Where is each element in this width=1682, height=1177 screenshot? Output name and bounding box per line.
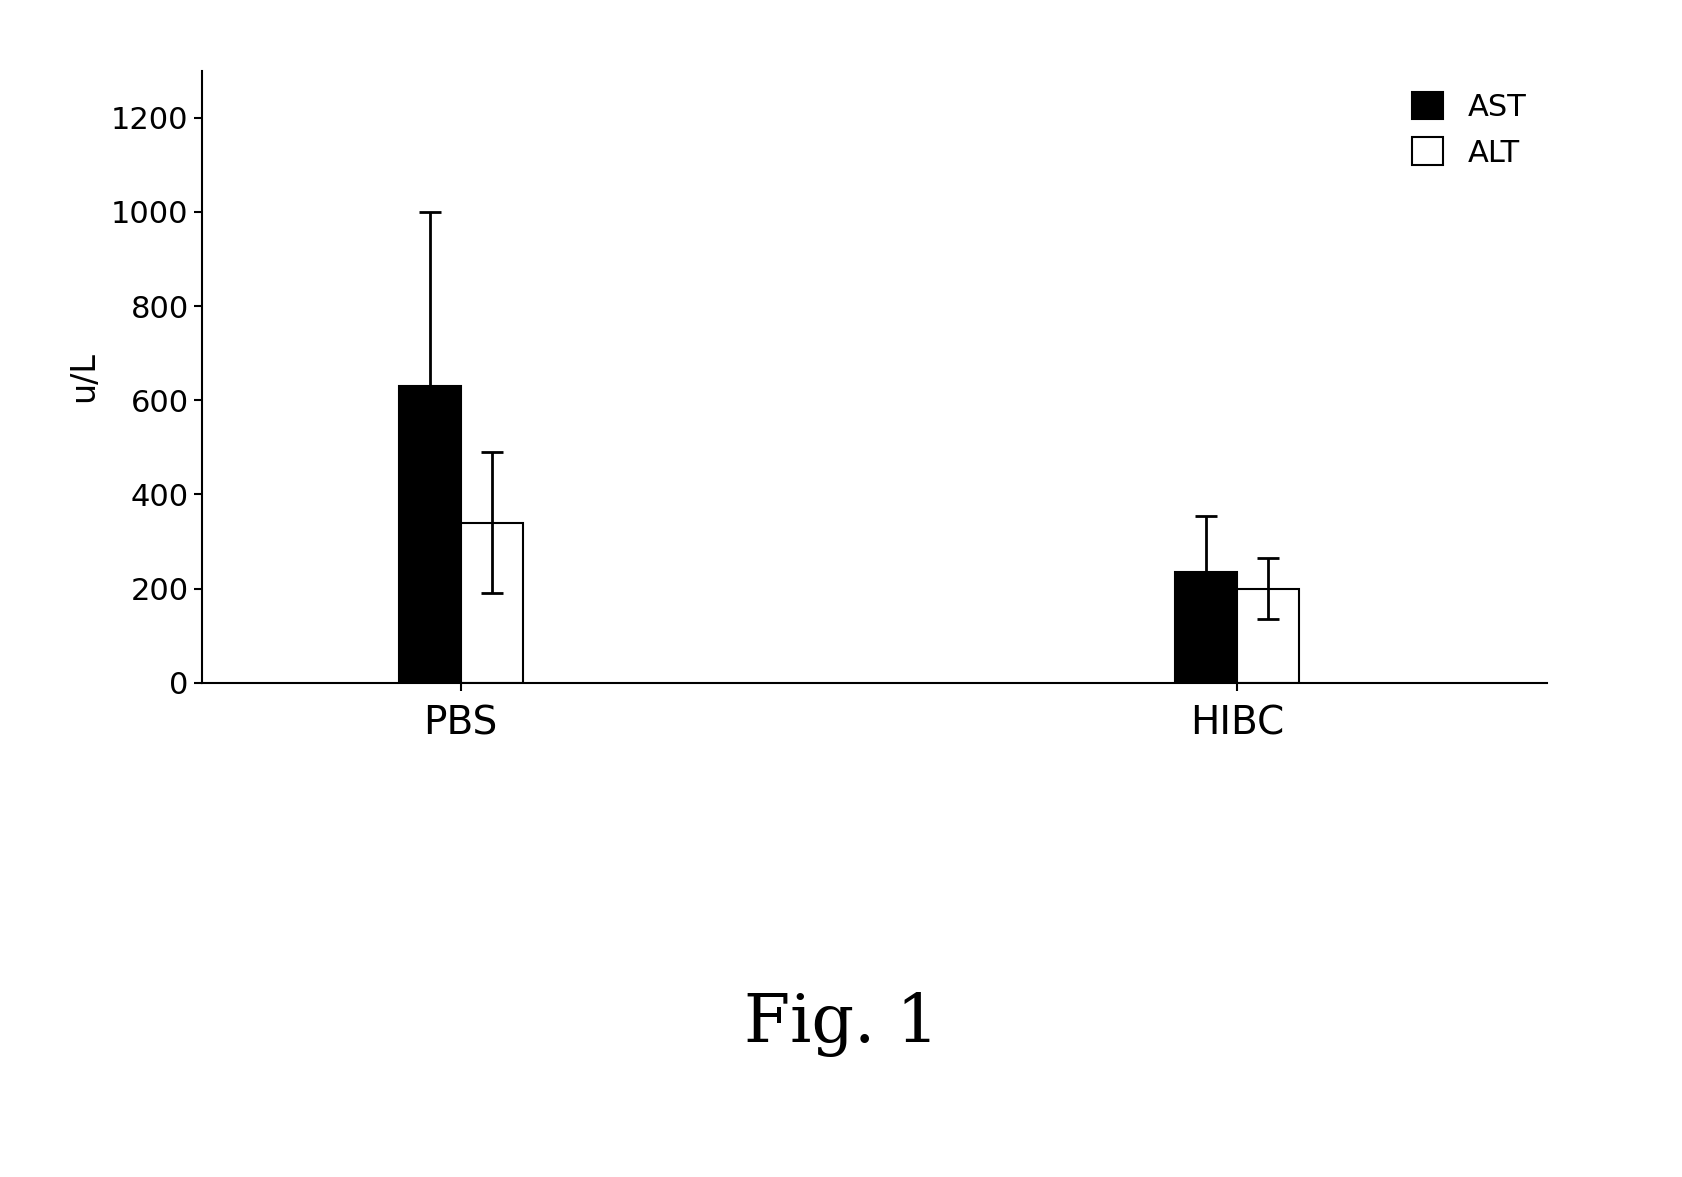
- Bar: [461, 523, 523, 683]
- Legend: AST, ALT: AST, ALT: [1399, 80, 1539, 180]
- Bar: [399, 386, 461, 683]
- Text: Fig. 1: Fig. 1: [743, 991, 939, 1057]
- Y-axis label: u/L: u/L: [67, 351, 99, 403]
- Bar: [1174, 572, 1236, 683]
- Bar: [1236, 588, 1299, 683]
